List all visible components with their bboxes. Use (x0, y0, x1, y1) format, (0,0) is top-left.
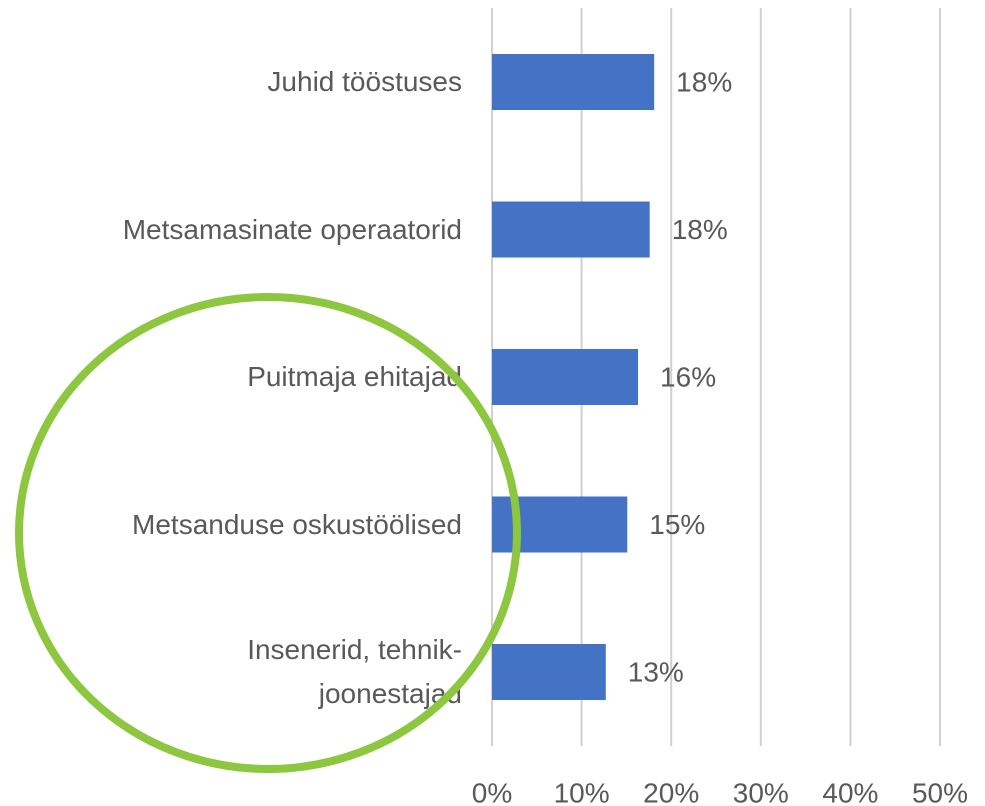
highlight-circle (15, 293, 521, 773)
value-label: 18% (672, 214, 728, 245)
y-tick-label: Metsanduse oskustöölised (132, 508, 462, 540)
y-tick-label: Insenerid, tehnik- joonestajad (247, 634, 462, 709)
category-label-box: Insenerid, tehnik- joonestajad (247, 634, 462, 709)
x-tick-label: 0% (472, 777, 512, 806)
x-tick-label: 50% (912, 777, 968, 806)
value-label: 13% (628, 656, 684, 687)
value-label: 15% (649, 509, 705, 540)
x-tick-label: 30% (733, 777, 789, 806)
x-tick-label: 20% (643, 777, 699, 806)
category-label-box: Juhid tööstuses (267, 66, 462, 97)
x-tick-label: 40% (822, 777, 878, 806)
bar (492, 54, 655, 110)
value-label: 18% (676, 66, 732, 97)
value-label: 16% (660, 361, 716, 392)
bar (492, 201, 650, 258)
category-label-box: Metsanduse oskustöölised (132, 508, 462, 540)
y-tick-label: Juhid tööstuses (267, 66, 462, 97)
category-label-box: Metsamasinate operaatorid (122, 213, 462, 245)
bar (492, 349, 639, 405)
category-label-box: Puitmaja ehitajad (247, 361, 462, 392)
x-tick-label: 10% (554, 777, 610, 806)
y-tick-label: Puitmaja ehitajad (247, 361, 462, 392)
bar (492, 644, 606, 700)
y-tick-label: Metsamasinate operaatorid (122, 213, 462, 245)
